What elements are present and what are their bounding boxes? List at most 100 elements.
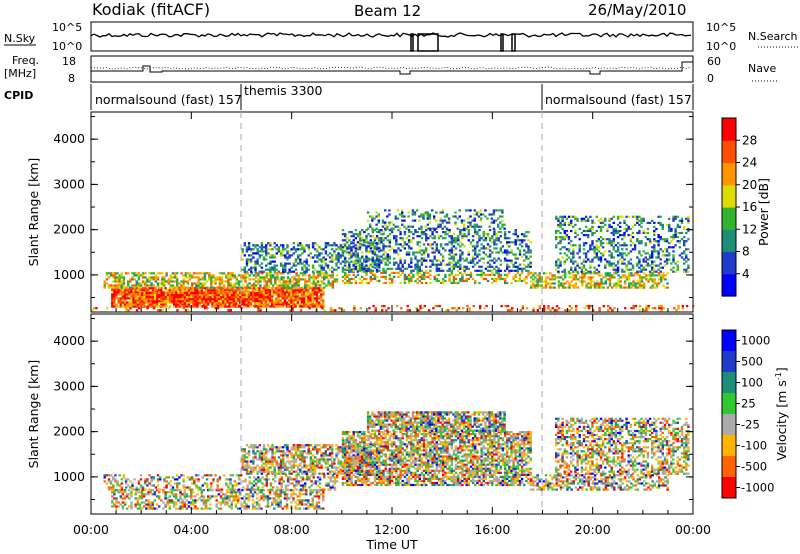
echo-cell — [520, 269, 524, 272]
echo-cell — [608, 219, 611, 222]
echo-cell — [422, 259, 426, 262]
echo-cell — [659, 223, 662, 226]
echo-cell — [126, 297, 129, 300]
echo-cell — [185, 303, 189, 306]
echo-cell — [607, 309, 610, 312]
echo-cell — [430, 227, 434, 230]
echo-cell — [230, 503, 233, 506]
echo-cell — [203, 276, 207, 279]
echo-cell — [572, 274, 575, 277]
echo-cell — [580, 219, 583, 222]
echo-cell — [597, 225, 601, 228]
echo-cell — [583, 280, 586, 283]
echo-cell — [259, 284, 262, 287]
echo-cell — [428, 217, 432, 220]
echo-cell — [420, 263, 424, 266]
echo-cell — [657, 278, 661, 281]
echo-cell — [536, 280, 539, 283]
echo-cell — [580, 262, 583, 265]
echo-cell — [655, 270, 658, 273]
echo-cell — [442, 247, 445, 250]
echo-cell — [259, 307, 262, 310]
echo-cell — [378, 237, 381, 240]
echo-cell — [442, 231, 445, 234]
echo-cell — [115, 505, 118, 508]
echo-cell — [247, 242, 251, 245]
echo-cell — [420, 257, 424, 260]
echo-cell — [476, 241, 479, 244]
echo-cell — [227, 272, 230, 275]
echo-cell — [612, 240, 615, 243]
echo-cell — [183, 298, 187, 301]
echo-cell — [281, 297, 284, 300]
echo-cell — [467, 217, 470, 220]
echo-cell — [651, 286, 654, 289]
echo-cell — [117, 299, 120, 302]
echo-cell — [348, 261, 351, 264]
echo-cell — [514, 269, 517, 272]
echo-cell — [459, 267, 462, 270]
echo-cell — [254, 284, 258, 287]
echo-cell — [428, 213, 432, 216]
echo-cell — [262, 258, 266, 261]
echo-cell — [266, 301, 270, 304]
echo-cell — [407, 251, 411, 254]
echo-cell — [538, 284, 541, 287]
echo-cell — [163, 276, 166, 279]
echo-cell — [265, 272, 268, 275]
echo-cell — [465, 279, 468, 283]
echo-cell — [320, 264, 323, 267]
echo-cell — [233, 286, 236, 289]
echo-cell — [591, 248, 594, 251]
echo-cell — [168, 301, 171, 304]
echo-cell — [450, 265, 453, 268]
echo-cell — [348, 264, 351, 267]
echo-cell — [311, 264, 315, 267]
echo-cell — [616, 254, 620, 257]
echo-cell — [296, 303, 299, 306]
echo-cell — [121, 295, 125, 298]
echo-cell — [557, 270, 560, 273]
echo-cell — [382, 281, 385, 285]
echo-cell — [501, 209, 504, 212]
echo-cell — [657, 264, 660, 267]
echo-cell — [266, 305, 270, 308]
echo-cell — [296, 507, 299, 510]
echo-cell — [352, 235, 355, 238]
echo-cell — [604, 219, 607, 222]
echo-cell — [172, 493, 176, 496]
echo-cell — [642, 229, 645, 233]
echo-cell — [132, 305, 135, 308]
echo-cell — [228, 499, 231, 502]
echo-cell — [198, 291, 202, 295]
echo-cell — [378, 258, 381, 261]
echo-cell — [311, 246, 315, 249]
echo-cell — [246, 276, 249, 279]
echo-cell — [410, 259, 413, 262]
echo-cell — [201, 272, 204, 275]
echo-cell — [176, 276, 179, 279]
echo-cell — [156, 272, 160, 275]
echo-cell — [324, 252, 328, 255]
echo-cell — [432, 307, 435, 310]
echo-cell — [331, 282, 335, 285]
echo-cell — [168, 499, 171, 502]
echo-cell — [252, 300, 255, 303]
echo-cell — [275, 303, 278, 306]
echo-cell — [373, 259, 377, 262]
echo-cell — [314, 276, 317, 279]
echo-cell — [413, 213, 417, 216]
echo-cell — [346, 265, 349, 268]
echo-cell — [566, 286, 569, 289]
power-colorbar-swatch — [722, 273, 736, 297]
echo-cell — [427, 237, 430, 240]
echo-cell — [638, 276, 642, 279]
echo-cell — [196, 293, 199, 297]
echo-cell — [486, 217, 489, 220]
echo-cell — [367, 251, 370, 254]
echo-cell — [224, 291, 227, 295]
echo-cell — [296, 262, 300, 265]
echo-cell — [107, 286, 111, 289]
echo-cell — [296, 254, 300, 257]
echo-cell — [661, 250, 664, 253]
